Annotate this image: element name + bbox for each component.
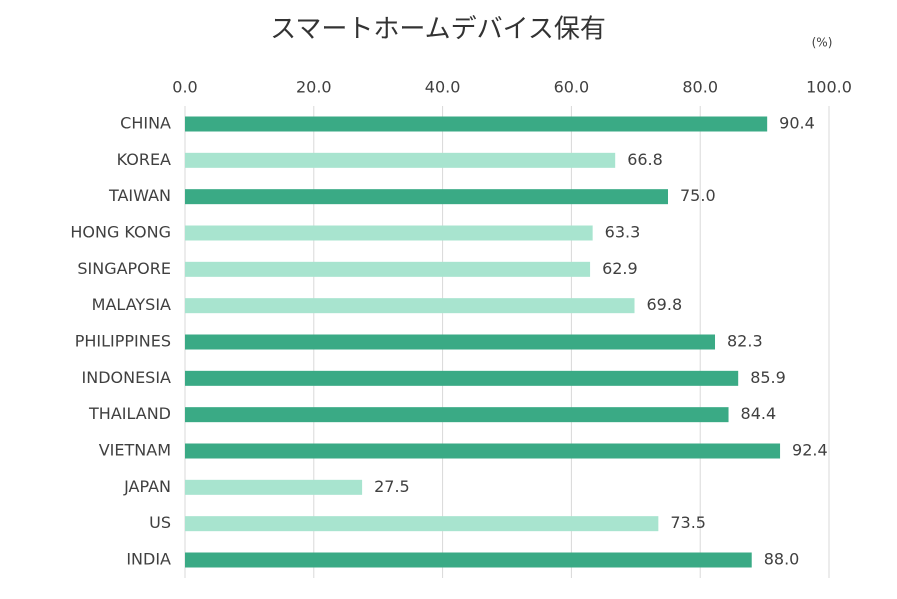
x-tick-label: 0.0 — [172, 78, 197, 97]
bar — [185, 370, 739, 386]
bar — [185, 189, 668, 205]
bar — [185, 443, 781, 459]
y-tick-label: US — [149, 513, 171, 532]
value-label: 92.4 — [792, 441, 828, 460]
y-tick-label: INDONESIA — [82, 368, 172, 387]
chart-title: スマートホームデバイス保有 — [270, 15, 606, 45]
bar — [185, 552, 752, 568]
x-tick-label: 60.0 — [554, 78, 590, 97]
y-tick-label: JAPAN — [123, 477, 171, 496]
y-tick-label: PHILIPPINES — [75, 332, 171, 351]
y-tick-label: INDIA — [126, 550, 171, 569]
y-tick-label: HONG KONG — [70, 223, 171, 242]
value-label: 66.8 — [627, 150, 663, 169]
value-label: 88.0 — [764, 550, 800, 569]
value-label: 82.3 — [727, 332, 763, 351]
y-tick-label: MALAYSIA — [92, 295, 171, 314]
bar — [185, 407, 729, 423]
y-tick-label: VIETNAM — [99, 441, 171, 460]
y-tick-label: CHINA — [120, 114, 171, 133]
value-label: 85.9 — [750, 368, 786, 387]
value-label: 62.9 — [602, 259, 638, 278]
bar — [185, 479, 363, 495]
bar — [185, 116, 768, 132]
value-label: 84.4 — [741, 404, 777, 423]
y-tick-label: THAILAND — [88, 404, 171, 423]
y-tick-label: TAIWAN — [108, 186, 171, 205]
y-tick-label: SINGAPORE — [77, 259, 171, 278]
value-label: 63.3 — [605, 223, 641, 242]
x-tick-label: 80.0 — [682, 78, 718, 97]
bar — [185, 516, 659, 532]
x-tick-label: 100.0 — [806, 78, 852, 97]
value-label: 75.0 — [680, 186, 716, 205]
bar — [185, 334, 716, 350]
bar — [185, 261, 591, 277]
bar — [185, 298, 635, 314]
value-label: 73.5 — [670, 513, 706, 532]
x-tick-label: 40.0 — [425, 78, 461, 97]
y-tick-label: KOREA — [117, 150, 171, 169]
value-label: 90.4 — [779, 114, 815, 133]
unit-label: (%) — [812, 36, 833, 50]
value-label: 69.8 — [647, 295, 683, 314]
bar — [185, 225, 593, 241]
x-tick-label: 20.0 — [296, 78, 332, 97]
value-label: 27.5 — [374, 477, 410, 496]
bar — [185, 152, 616, 168]
